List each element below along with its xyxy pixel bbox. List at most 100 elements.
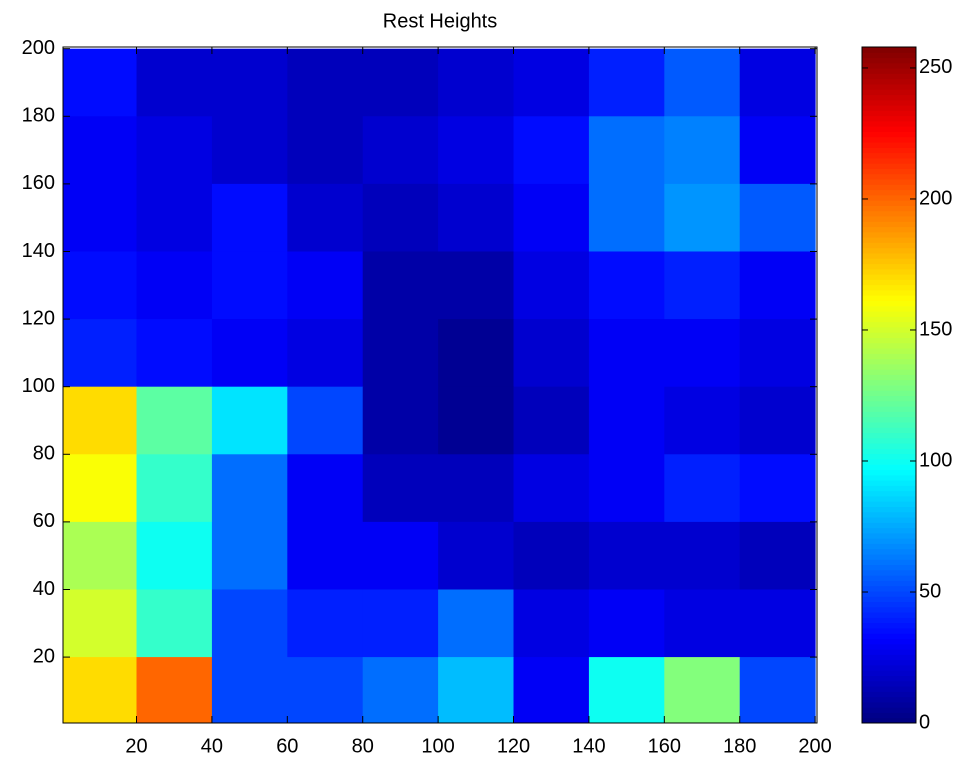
colorbar-step xyxy=(862,300,916,307)
heatmap-cell xyxy=(438,386,515,455)
colorbar-step xyxy=(862,279,916,286)
colorbar-step xyxy=(862,453,916,460)
heatmap-cell xyxy=(63,48,138,117)
colorbar-tick-label: 100 xyxy=(919,449,952,471)
y-tick-label: 180 xyxy=(22,105,55,127)
heatmap-cell xyxy=(513,183,590,252)
heatmap-cell xyxy=(287,251,364,320)
colorbar-step xyxy=(862,596,916,603)
heatmap-cell xyxy=(739,386,816,455)
colorbar-step xyxy=(862,189,916,196)
colorbar-step xyxy=(862,538,916,544)
colorbar-step xyxy=(862,638,916,645)
colorbar-step xyxy=(862,62,916,69)
colorbar-step xyxy=(862,231,916,238)
colorbar-step xyxy=(862,57,916,64)
colorbar-step xyxy=(862,348,916,354)
heatmap-cell xyxy=(287,386,364,455)
x-tick-label: 200 xyxy=(798,735,831,757)
heatmap-cell xyxy=(664,251,741,320)
colorbar-step xyxy=(862,564,916,571)
colorbar-step xyxy=(862,707,916,713)
colorbar-step xyxy=(862,390,916,397)
colorbar-step xyxy=(862,485,916,492)
heatmap-cell xyxy=(63,116,138,185)
heatmap-cell xyxy=(438,319,515,388)
heatmap-cell xyxy=(362,657,439,723)
heatmap-cell xyxy=(63,657,138,723)
x-tick-label: 160 xyxy=(648,735,681,757)
heatmap-cell xyxy=(136,319,213,388)
heatmap-cell xyxy=(287,454,364,523)
colorbar-step xyxy=(862,548,916,555)
colorbar-step xyxy=(862,421,916,428)
heatmap-cell xyxy=(739,589,816,658)
heatmap-cell xyxy=(739,319,816,388)
colorbar-step xyxy=(862,411,916,418)
colorbar-step xyxy=(862,400,916,407)
colorbar-step xyxy=(862,136,916,143)
heatmap-cell xyxy=(739,251,816,320)
chart-title: Rest Heights xyxy=(383,10,498,32)
heatmap-cell xyxy=(513,589,590,658)
heatmap-cell xyxy=(739,454,816,523)
colorbar-step xyxy=(862,633,916,639)
y-tick-label: 160 xyxy=(22,172,55,194)
colorbar-step xyxy=(862,221,916,228)
heatmap-cell xyxy=(211,589,288,658)
colorbar-step xyxy=(862,480,916,486)
colorbar-tick-label: 150 xyxy=(919,318,952,340)
colorbar-step xyxy=(862,495,916,502)
heatmap-cell xyxy=(287,319,364,388)
y-tick-label: 120 xyxy=(22,307,55,329)
heatmap-cell xyxy=(664,589,741,658)
heatmap-cell xyxy=(362,48,439,117)
colorbar-step xyxy=(862,437,916,444)
colorbar-step xyxy=(862,585,916,592)
colorbar-step xyxy=(862,47,916,53)
colorbar-step xyxy=(862,157,916,164)
heatmap-cell xyxy=(513,386,590,455)
heatmap-cell xyxy=(438,183,515,252)
colorbar-step xyxy=(862,448,916,455)
heatmap-cell xyxy=(513,657,590,723)
heatmap-cell xyxy=(136,521,213,590)
colorbar-step xyxy=(862,326,916,333)
colorbar-step xyxy=(862,569,916,576)
heatmap-cell xyxy=(588,521,665,590)
colorbar-step xyxy=(862,105,916,111)
colorbar-step xyxy=(862,147,916,154)
colorbar-step xyxy=(862,163,916,169)
colorbar-step xyxy=(862,675,916,682)
colorbar-step xyxy=(862,680,916,687)
colorbar-tick-label: 200 xyxy=(919,187,952,209)
heatmap-cell xyxy=(739,183,816,252)
heatmap-cell xyxy=(664,386,741,455)
x-tick-label: 40 xyxy=(201,735,223,757)
colorbar-frame xyxy=(861,46,917,724)
colorbar-step xyxy=(862,649,916,655)
heatmap-cell xyxy=(664,319,741,388)
colorbar-step xyxy=(862,83,916,90)
heatmap-cell xyxy=(513,454,590,523)
colorbar-step xyxy=(862,263,916,270)
colorbar-step xyxy=(862,612,916,618)
heatmap-cell xyxy=(362,251,439,320)
x-tick-label: 60 xyxy=(276,735,298,757)
heatmap-cell xyxy=(287,116,364,185)
colorbar-step xyxy=(862,601,916,608)
colorbar-step xyxy=(862,52,916,59)
colorbar-step xyxy=(862,559,916,566)
colorbar-step xyxy=(862,643,916,650)
colorbar-step xyxy=(862,99,916,106)
colorbar-step xyxy=(862,575,916,581)
colorbar-step xyxy=(862,115,916,122)
colorbar-step xyxy=(862,94,916,101)
colorbar-step xyxy=(862,590,916,597)
colorbar-step xyxy=(862,469,916,476)
colorbar-step xyxy=(862,701,916,708)
heatmap-cell xyxy=(136,183,213,252)
colorbar-step xyxy=(862,427,916,434)
heatmap-cell xyxy=(136,386,213,455)
colorbar-step xyxy=(862,501,916,507)
